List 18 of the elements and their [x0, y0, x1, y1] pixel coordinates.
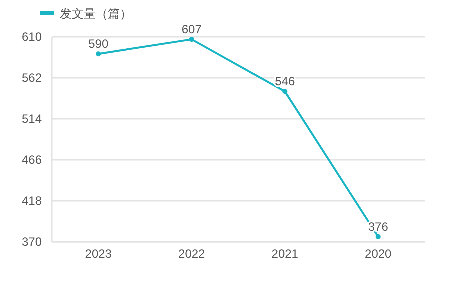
y-tick-label: 466: [22, 153, 42, 167]
x-tick-label: 2023: [85, 247, 112, 261]
point: [376, 234, 381, 240]
y-tick-label: 610: [22, 30, 42, 44]
y-tick-label: 562: [22, 71, 42, 85]
data-label: 546: [275, 74, 296, 89]
legend-label: 发文量（篇）: [60, 7, 132, 21]
point: [189, 37, 194, 42]
data-label: 607: [182, 22, 202, 37]
y-tick-label: 418: [22, 194, 42, 208]
y-tick-label: 370: [22, 235, 42, 249]
x-tick-label: 2021: [272, 247, 299, 261]
y-tick-label: 514: [22, 112, 42, 126]
x-tick-label: 2020: [365, 247, 392, 261]
point: [282, 89, 288, 94]
point: [96, 52, 102, 57]
x-tick-label: 2022: [178, 247, 206, 261]
data-label: 590: [88, 37, 109, 52]
